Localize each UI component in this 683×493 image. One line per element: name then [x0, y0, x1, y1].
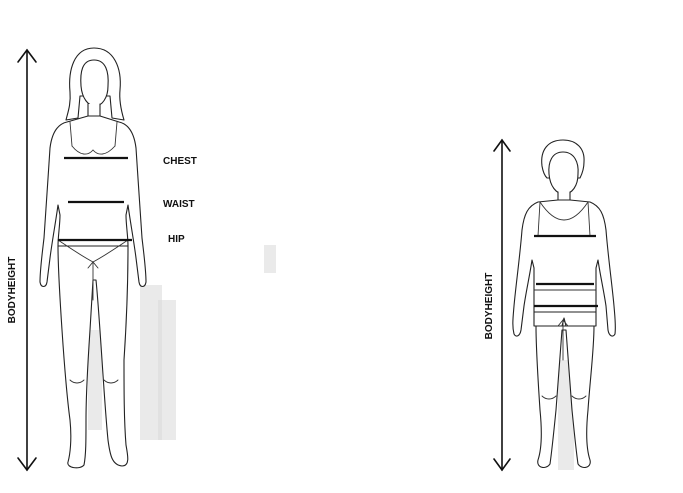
- chest-label: CHEST: [163, 156, 197, 167]
- child-figure: [512, 139, 616, 469]
- child-inseam-arrow: [557, 319, 569, 361]
- adult-measurement-lines: [58, 156, 132, 242]
- adult-height-arrow: [17, 48, 37, 472]
- child-measurement-lines: [534, 234, 598, 308]
- waist-label: WAIST: [163, 199, 195, 210]
- child-bodyheight-label: BODYHEIGHT: [484, 273, 495, 340]
- background-smudges: [88, 245, 592, 470]
- child-height-arrow: [493, 138, 511, 472]
- adult-bodyheight-label: BODYHEIGHT: [7, 257, 18, 324]
- hip-label: HIP: [168, 234, 185, 245]
- adult-inseam-arrow: [87, 261, 99, 301]
